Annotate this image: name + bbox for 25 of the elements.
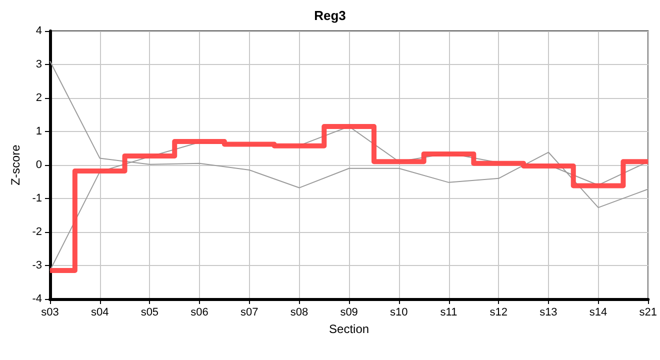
y-axis-title: Z-score <box>8 144 22 186</box>
x-tick-label: s03 <box>41 306 59 318</box>
y-tick-label: -4 <box>32 293 42 305</box>
y-tick-label: 1 <box>36 126 42 138</box>
x-tick-label: s09 <box>340 306 358 318</box>
y-tick-label: 2 <box>36 92 42 104</box>
x-axis-title: Section <box>329 322 370 336</box>
x-tick-label: s10 <box>390 306 408 318</box>
x-tick-label: s04 <box>90 306 109 318</box>
x-tick-label: s13 <box>540 306 558 318</box>
x-tick-label: s08 <box>290 306 308 318</box>
x-tick-label: s14 <box>589 306 608 318</box>
x-tick-label: s05 <box>140 306 159 318</box>
x-tick-label: s21 <box>639 306 658 318</box>
y-tick-label: 4 <box>36 25 42 37</box>
y-tick-label: -1 <box>32 192 42 204</box>
x-tick-label: s06 <box>190 306 208 318</box>
y-tick-label: -2 <box>32 226 42 238</box>
x-tick-label: s07 <box>240 306 258 318</box>
y-tick-label: -3 <box>32 260 42 272</box>
y-tick-label: 3 <box>36 58 42 70</box>
x-tick-label: s12 <box>490 306 508 318</box>
y-tick-label: 0 <box>36 159 42 171</box>
chart-title: Reg3 <box>314 8 346 23</box>
x-tick-label: s11 <box>440 306 458 318</box>
